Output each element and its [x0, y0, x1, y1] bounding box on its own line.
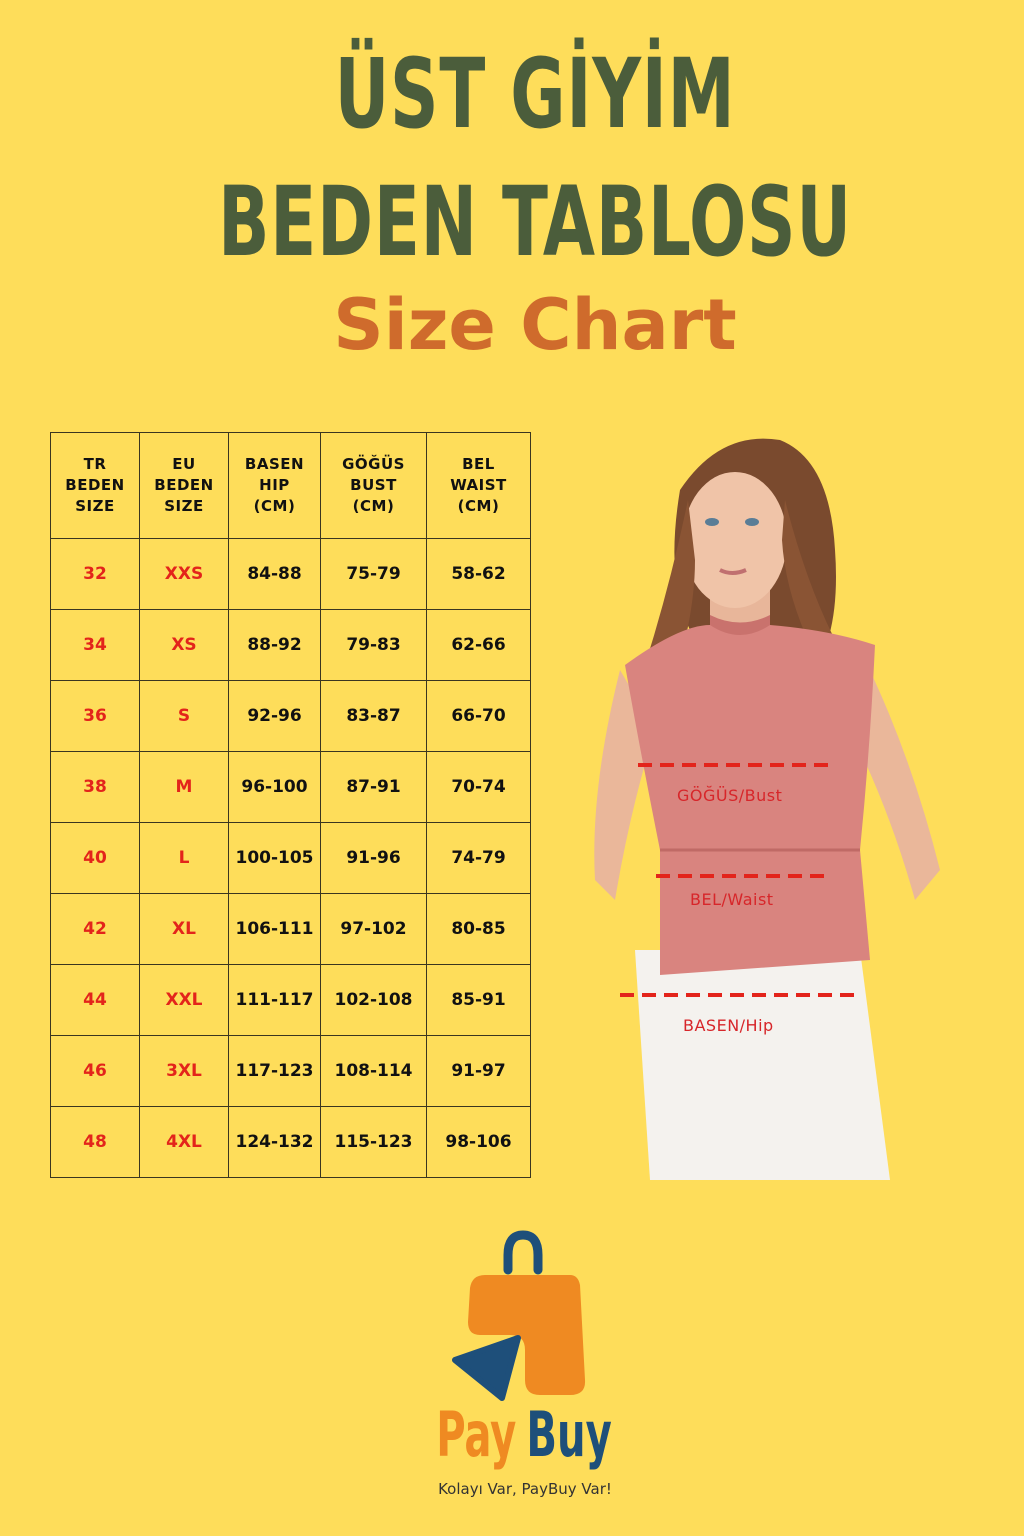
table-cell: 42 [50, 893, 140, 965]
table-cell: 75-79 [320, 538, 427, 610]
paybuy-bag-logo-icon [430, 1230, 630, 1430]
table-cell: 48 [50, 1106, 140, 1178]
table-cell: 40 [50, 822, 140, 894]
table-cell: 96-100 [228, 751, 321, 823]
table-cell: 38 [50, 751, 140, 823]
table-cell: 32 [50, 538, 140, 610]
table-cell: 3XL [139, 1035, 229, 1107]
table-row: 46 3XL 117-123 108-114 91-97 [50, 1035, 531, 1107]
title-line-2: BEDEN TABLOSU [218, 166, 852, 278]
table-cell: XS [139, 609, 229, 681]
table-cell: XXL [139, 964, 229, 1036]
table-row: 32 XXS 84-88 75-79 58-62 [50, 538, 531, 610]
table-cell: 62-66 [426, 609, 531, 681]
table-row: 36 S 92-96 83-87 66-70 [50, 680, 531, 752]
brand-buy: Buy [526, 1398, 612, 1471]
table-row: 34 XS 88-92 79-83 62-66 [50, 609, 531, 681]
column-header: BASEN HIP (CM) [228, 432, 321, 539]
table-row: 44 XXL 111-117 102-108 85-91 [50, 964, 531, 1036]
brand-name: Pay Buy [147, 1398, 902, 1471]
table-cell: 91-96 [320, 822, 427, 894]
table-cell: 85-91 [426, 964, 531, 1036]
table-cell: 79-83 [320, 609, 427, 681]
table-cell: 66-70 [426, 680, 531, 752]
table-cell: 46 [50, 1035, 140, 1107]
table-cell: 80-85 [426, 893, 531, 965]
column-header: BEL WAIST (CM) [426, 432, 531, 539]
table-cell: 83-87 [320, 680, 427, 752]
table-cell: 92-96 [228, 680, 321, 752]
hip-label: BASEN/Hip [683, 1016, 774, 1035]
table-cell: 44 [50, 964, 140, 1036]
table-row: 38 M 96-100 87-91 70-74 [50, 751, 531, 823]
table-cell: 106-111 [228, 893, 321, 965]
table-cell: 84-88 [228, 538, 321, 610]
title-line-1: ÜST GİYİM [334, 38, 736, 150]
table-cell: 100-105 [228, 822, 321, 894]
table-cell: L [139, 822, 229, 894]
table-cell: 70-74 [426, 751, 531, 823]
table-cell: 97-102 [320, 893, 427, 965]
table-cell: 74-79 [426, 822, 531, 894]
table-cell: XL [139, 893, 229, 965]
table-cell: 88-92 [228, 609, 321, 681]
table-cell: 4XL [139, 1106, 229, 1178]
table-cell: S [139, 680, 229, 752]
table-cell: 87-91 [320, 751, 427, 823]
table-cell: 102-108 [320, 964, 427, 1036]
subtitle: Size Chart [333, 284, 737, 366]
table-cell: XXS [139, 538, 229, 610]
table-cell: 58-62 [426, 538, 531, 610]
waist-label: BEL/Waist [690, 890, 774, 909]
table-cell: 117-123 [228, 1035, 321, 1107]
table-cell: 98-106 [426, 1106, 531, 1178]
table-row: 48 4XL 124-132 115-123 98-106 [50, 1106, 531, 1178]
column-header: EU BEDEN SIZE [139, 432, 229, 539]
table-cell: M [139, 751, 229, 823]
table-cell: 124-132 [228, 1106, 321, 1178]
column-header: TR BEDEN SIZE [50, 432, 140, 539]
table-cell: 111-117 [228, 964, 321, 1036]
column-header: GÖĞÜS BUST (CM) [320, 432, 427, 539]
size-table: TR BEDEN SIZE EU BEDEN SIZE BASEN HIP (CM)… [50, 432, 531, 1178]
brand-pay: Pay [436, 1398, 517, 1471]
table-cell: 34 [50, 609, 140, 681]
table-row: 42 XL 106-111 97-102 80-85 [50, 893, 531, 965]
bust-label: GÖĞÜS/Bust [677, 786, 783, 805]
table-cell: 108-114 [320, 1035, 427, 1107]
table-cell: 115-123 [320, 1106, 427, 1178]
table-cell: 36 [50, 680, 140, 752]
model-photo [570, 430, 960, 1190]
tagline: Kolayı Var, PayBuy Var! [438, 1480, 612, 1498]
table-cell: 91-97 [426, 1035, 531, 1107]
table-row: 40 L 100-105 91-96 74-79 [50, 822, 531, 894]
